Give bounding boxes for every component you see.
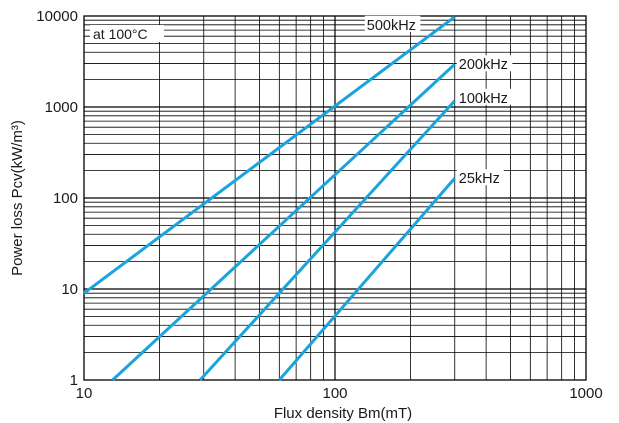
series-label-bg xyxy=(364,15,421,32)
x-axis-label: Flux density Bm(mT) xyxy=(274,405,412,422)
y-tick-label: 1 xyxy=(70,372,78,389)
y-axis-label: Power loss Pcv(kW/m³) xyxy=(9,120,26,276)
y-tick-label: 100 xyxy=(53,190,78,207)
series-line-25khz xyxy=(278,177,456,381)
series-lines xyxy=(83,15,456,382)
x-tick-label: 10 xyxy=(76,385,93,402)
series-label-bg xyxy=(456,55,513,72)
series-label: 500kHz xyxy=(367,18,416,34)
grid xyxy=(84,16,586,380)
series-label-bg xyxy=(456,169,504,186)
x-tick-label: 1000 xyxy=(569,385,602,402)
x-tick-label: 100 xyxy=(322,385,347,402)
series-label-bg xyxy=(456,88,513,105)
plot-frame xyxy=(83,15,587,381)
temperature-annotation: at 100°C xyxy=(93,26,148,42)
series-line-500khz xyxy=(83,15,456,295)
series-line-100khz xyxy=(198,99,456,382)
y-tick-label: 10000 xyxy=(36,8,78,25)
series-label: 200kHz xyxy=(459,57,508,73)
y-tick-label: 10 xyxy=(61,281,78,298)
series-label: 100kHz xyxy=(459,91,508,107)
series-line-200khz xyxy=(111,63,456,382)
series-label: 25kHz xyxy=(459,171,500,187)
labels: 500kHz 200kHz 100kHz 25kHz at 100°C 10 100 1000… xyxy=(9,8,603,422)
annotation-bg xyxy=(90,25,164,42)
y-tick-label: 1000 xyxy=(45,99,78,116)
